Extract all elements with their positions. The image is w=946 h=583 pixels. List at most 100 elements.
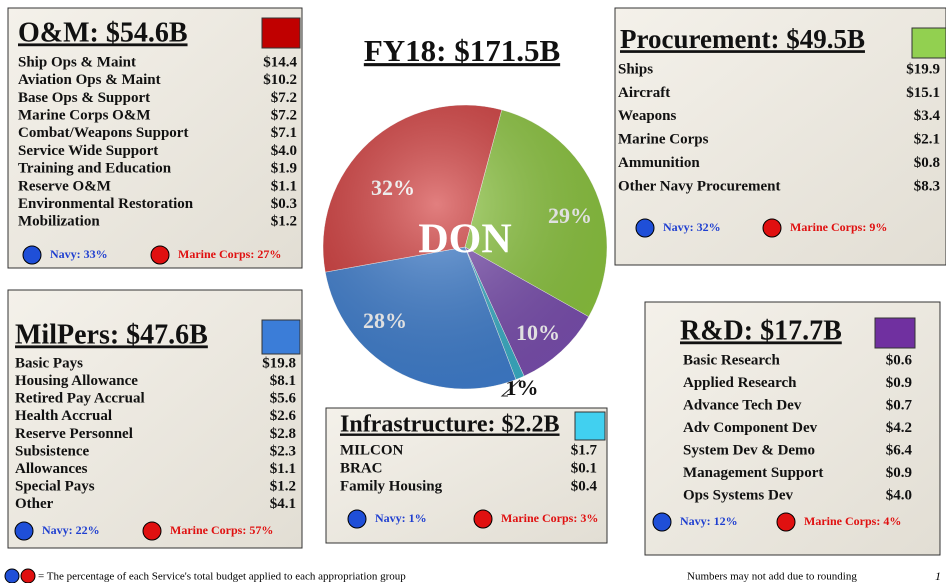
item-label: Marine Corps O&M	[18, 108, 150, 124]
item-value: $2.3	[270, 443, 296, 459]
navy-icon	[5, 569, 19, 583]
item-value: $1.2	[270, 479, 296, 495]
item-label: Reserve Personnel	[15, 426, 133, 442]
rounding-note: Numbers may not add due to rounding	[687, 571, 857, 583]
color-key	[875, 318, 915, 348]
item-value: $19.8	[262, 355, 296, 371]
slice-label: 28%	[363, 308, 407, 333]
slice-label: 32%	[371, 175, 415, 200]
item-value: $1.1	[271, 178, 297, 194]
item-value: $7.2	[271, 108, 297, 124]
marine-icon	[777, 513, 795, 531]
item-label: Ships	[618, 61, 653, 77]
item-label: Reserve O&M	[18, 178, 111, 194]
item-value: $0.8	[914, 155, 940, 171]
item-value: $1.7	[571, 442, 598, 458]
marine-icon	[143, 522, 161, 540]
navy-icon	[348, 510, 366, 528]
navy-icon	[15, 522, 33, 540]
item-label: Management Support	[683, 465, 823, 481]
item-label: Allowances	[15, 461, 88, 477]
item-value: $5.6	[270, 391, 297, 407]
item-value: $0.7	[886, 397, 913, 413]
item-label: System Dev & Demo	[683, 442, 815, 458]
item-label: Ship Ops & Maint	[18, 54, 136, 70]
item-value: $19.9	[906, 61, 940, 77]
marine-share: Marine Corps: 27%	[178, 247, 281, 261]
slice-label: 10%	[516, 320, 560, 345]
panel-title: R&D: $17.7B	[680, 315, 842, 346]
item-label: Retired Pay Accrual	[15, 391, 145, 407]
marine-icon	[21, 569, 35, 583]
panel-title: Procurement: $49.5B	[620, 24, 865, 54]
item-label: Marine Corps	[618, 132, 709, 148]
item-value: $1.1	[270, 461, 296, 477]
item-value: $4.1	[270, 496, 296, 512]
item-value: $4.0	[886, 487, 912, 503]
item-label: Mobilization	[18, 214, 100, 230]
panel-title: Infrastructure: $2.2B	[340, 412, 560, 438]
color-key	[912, 28, 946, 58]
item-label: Environmental Restoration	[18, 196, 194, 212]
item-label: MILCON	[340, 442, 404, 458]
center-label: DON	[418, 217, 511, 263]
page-number: 1	[935, 569, 941, 583]
item-value: $3.4	[914, 108, 941, 124]
item-value: $0.4	[571, 478, 598, 494]
navy-share: Navy: 12%	[680, 514, 738, 528]
item-label: Aviation Ops & Maint	[18, 72, 161, 88]
item-value: $2.6	[270, 408, 297, 424]
item-value: $8.3	[914, 178, 940, 194]
item-value: $0.9	[886, 375, 912, 391]
item-label: Family Housing	[340, 478, 443, 494]
item-value: $1.2	[271, 214, 297, 230]
item-label: BRAC	[340, 460, 383, 476]
item-label: Other	[15, 496, 54, 512]
item-label: Aircraft	[618, 85, 670, 101]
item-label: Housing Allowance	[15, 373, 138, 389]
item-label: Other Navy Procurement	[618, 178, 780, 194]
color-key	[575, 412, 605, 440]
item-value: $0.6	[886, 352, 913, 368]
item-label: Basic Research	[683, 352, 780, 368]
item-label: Advance Tech Dev	[683, 397, 802, 413]
legend-note: = The percentage of each Service's total…	[38, 571, 406, 583]
item-value: $7.1	[271, 125, 297, 141]
item-value: $6.4	[886, 442, 913, 458]
item-value: $15.1	[906, 85, 940, 101]
item-value: $8.1	[270, 373, 296, 389]
navy-share: Navy: 32%	[663, 220, 721, 234]
item-label: Applied Research	[683, 375, 797, 391]
item-value: $4.0	[271, 143, 297, 159]
color-key	[262, 320, 300, 354]
item-label: Health Accrual	[15, 408, 112, 424]
marine-share: Marine Corps: 3%	[501, 511, 598, 525]
item-value: $14.4	[263, 54, 297, 70]
item-label: Base Ops & Support	[18, 90, 150, 106]
navy-share: Navy: 22%	[42, 523, 100, 537]
item-label: Service Wide Support	[18, 143, 158, 159]
item-label: Subsistence	[15, 443, 90, 459]
navy-icon	[636, 219, 654, 237]
item-label: Basic Pays	[15, 355, 83, 371]
marine-icon	[151, 246, 169, 264]
panel-title: MilPers: $47.6B	[15, 319, 208, 350]
item-value: $2.1	[914, 132, 940, 148]
slide: FY18: $171.5B = The percentage of each S…	[0, 0, 946, 583]
color-key	[262, 18, 300, 48]
marine-share: Marine Corps: 4%	[804, 514, 901, 528]
item-value: $7.2	[271, 90, 297, 106]
item-value: $2.8	[270, 426, 296, 442]
item-value: $1.9	[271, 161, 297, 177]
item-value: $0.3	[271, 196, 297, 212]
item-label: Combat/Weapons Support	[18, 125, 188, 141]
item-label: Training and Education	[18, 161, 172, 177]
navy-icon	[23, 246, 41, 264]
item-value: $0.9	[886, 465, 912, 481]
item-value: $4.2	[886, 420, 912, 436]
item-label: Ammunition	[618, 155, 700, 171]
item-label: Weapons	[618, 108, 677, 124]
marine-icon	[474, 510, 492, 528]
item-label: Special Pays	[15, 479, 95, 495]
item-value: $0.1	[571, 460, 597, 476]
